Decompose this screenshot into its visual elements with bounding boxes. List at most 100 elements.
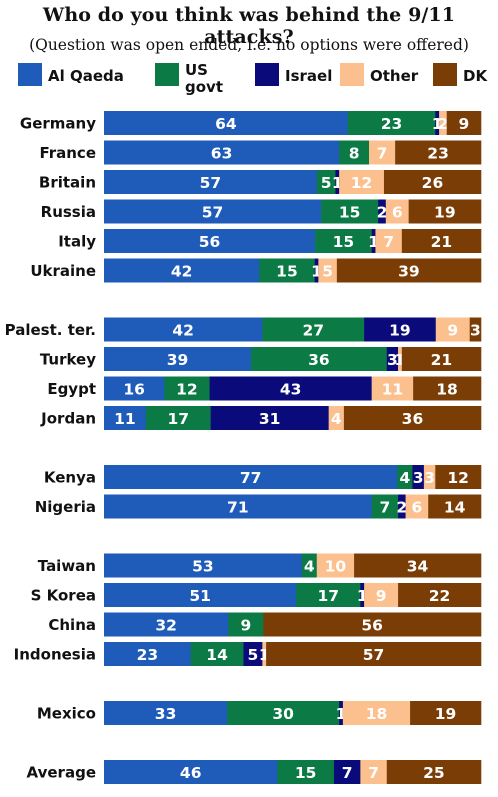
value-label-average-other: 7 — [368, 764, 379, 782]
country-label-jordan: Jordan — [40, 410, 96, 428]
value-label-jordan-us-govt: 17 — [167, 410, 189, 428]
value-label-germany-us-govt: 23 — [381, 115, 403, 133]
country-label-britain: Britain — [39, 174, 96, 192]
value-label-kenya-other: 3 — [424, 469, 435, 487]
country-label-ukraine: Ukraine — [30, 262, 96, 280]
country-label-nigeria: Nigeria — [35, 498, 96, 516]
value-label-taiwan-other: 10 — [325, 558, 347, 576]
value-label-egypt-dk: 18 — [436, 381, 458, 399]
bar-nigeria-other — [405, 494, 429, 519]
bar-turkey-al-qaeda — [104, 347, 252, 371]
bar-russia-other — [385, 199, 409, 224]
value-label-palest-ter-dk: 3 — [470, 322, 481, 340]
value-label-indonesia-other: 1 — [259, 646, 270, 664]
value-label-russia-other: 6 — [392, 204, 403, 222]
bar-turkey-dk — [401, 347, 482, 371]
value-label-average-dk: 25 — [423, 764, 445, 782]
value-label-mexico-israel: 1 — [336, 705, 347, 723]
bar-russia-al-qaeda — [104, 199, 322, 224]
value-label-egypt-al-qaeda: 16 — [123, 381, 145, 399]
bar-s-korea-dk — [398, 583, 482, 607]
value-label-mexico-other: 18 — [366, 705, 388, 723]
bar-jordan-us-govt — [145, 406, 211, 430]
value-label-taiwan-dk: 34 — [407, 558, 429, 576]
value-label-egypt-us-govt: 12 — [176, 381, 198, 399]
bar-egypt-dk — [413, 376, 482, 401]
bar-average-us-govt — [277, 760, 335, 784]
bar-average-other — [360, 760, 388, 784]
bar-mexico-dk — [410, 701, 482, 725]
value-label-kenya-israel: 3 — [413, 469, 424, 487]
value-label-turkey-us-govt: 36 — [308, 351, 330, 369]
value-label-germany-al-qaeda: 64 — [215, 115, 237, 133]
value-label-russia-al-qaeda: 57 — [202, 204, 224, 222]
value-label-britain-al-qaeda: 57 — [200, 174, 222, 192]
bar-britain-other — [339, 170, 385, 194]
value-label-average-us-govt: 15 — [295, 764, 317, 782]
value-label-nigeria-dk: 14 — [444, 499, 466, 517]
bar-s-korea-us-govt — [296, 583, 361, 607]
value-label-mexico-us-govt: 30 — [272, 705, 294, 723]
value-label-russia-us-govt: 15 — [339, 204, 361, 222]
value-label-ukraine-israel: 1 — [311, 263, 322, 281]
value-label-italy-israel: 1 — [368, 233, 379, 251]
bar-average-al-qaeda — [104, 760, 278, 784]
value-label-germany-other: 2 — [438, 115, 449, 133]
value-label-nigeria-other: 6 — [412, 499, 423, 517]
bar-palest-ter-us-govt — [262, 317, 365, 342]
value-label-palest-ter-israel: 19 — [389, 322, 411, 340]
bar-ukraine-israel — [314, 258, 319, 283]
bar-s-korea-other — [364, 583, 399, 607]
bar-kenya-dk — [435, 465, 482, 489]
value-label-britain-other: 12 — [351, 174, 373, 192]
bar-germany-israel — [435, 111, 440, 135]
bar-turkey-other — [398, 347, 403, 371]
bar-italy-other — [375, 229, 403, 253]
chart-subtitle: (Question was open ended, i.e. no option… — [29, 36, 469, 54]
legend-label-al-qaeda: Al Qaeda — [48, 67, 124, 85]
bar-egypt-israel — [209, 376, 372, 401]
bar-indonesia-israel — [243, 642, 263, 666]
bar-italy-dk — [401, 229, 482, 253]
value-label-s-korea-al-qaeda: 51 — [189, 587, 211, 605]
value-label-turkey-al-qaeda: 39 — [167, 351, 189, 369]
value-label-s-korea-dk: 22 — [429, 587, 451, 605]
bar-germany-dk — [446, 111, 482, 135]
bar-egypt-us-govt — [164, 376, 210, 401]
bar-russia-dk — [408, 199, 482, 224]
bar-ukraine-al-qaeda — [104, 258, 260, 283]
country-label-france: France — [39, 144, 96, 162]
country-label-average: Average — [27, 764, 96, 782]
value-label-italy-us-govt: 15 — [333, 233, 355, 251]
bar-mexico-israel — [339, 701, 344, 725]
value-label-average-al-qaeda: 46 — [180, 764, 202, 782]
bar-palest-ter-al-qaeda — [104, 317, 263, 342]
bar-britain-israel — [335, 170, 340, 194]
value-label-france-al-qaeda: 63 — [211, 145, 233, 163]
country-label-germany: Germany — [20, 115, 96, 133]
bar-jordan-dk — [343, 406, 482, 430]
bar-italy-al-qaeda — [104, 229, 316, 253]
bar-france-us-govt — [339, 140, 370, 165]
bar-ukraine-dk — [336, 258, 482, 283]
value-label-jordan-al-qaeda: 11 — [114, 410, 136, 428]
value-label-italy-al-qaeda: 56 — [199, 233, 221, 251]
value-label-kenya-dk: 12 — [447, 469, 469, 487]
value-label-palest-ter-other: 9 — [447, 322, 458, 340]
bar-egypt-other — [371, 376, 414, 401]
bar-china-dk — [263, 612, 482, 637]
bar-italy-us-govt — [315, 229, 372, 253]
bar-france-other — [369, 140, 396, 165]
country-label-russia: Russia — [41, 203, 96, 221]
value-label-indonesia-dk: 57 — [363, 646, 385, 664]
bar-britain-dk — [383, 170, 482, 194]
value-label-france-dk: 23 — [427, 145, 449, 163]
bar-indonesia-al-qaeda — [104, 642, 192, 666]
bar-ukraine-us-govt — [259, 258, 315, 283]
value-label-indonesia-israel: 5 — [248, 646, 259, 664]
country-label-indonesia: Indonesia — [14, 646, 96, 664]
value-label-china-dk: 56 — [361, 617, 383, 635]
value-label-jordan-other: 4 — [331, 410, 342, 428]
bar-egypt-al-qaeda — [104, 376, 165, 401]
legend-label-us-govt: US govt — [185, 61, 223, 96]
